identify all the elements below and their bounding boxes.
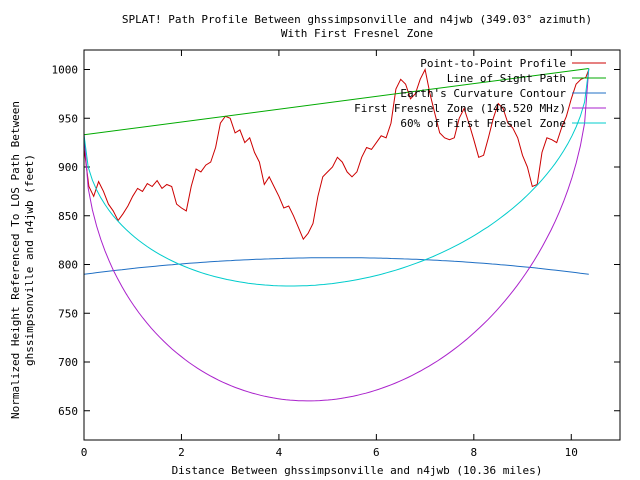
x-tick-label: 2 — [178, 446, 185, 459]
plot-frame — [83, 49, 621, 441]
legend-label-2: Earth's Curvature Contour — [400, 87, 566, 100]
y-tick-label: 800 — [58, 259, 78, 272]
legend-label-0: Point-to-Point Profile — [420, 57, 566, 70]
series-line-4 — [83, 68, 590, 287]
chart-subtitle: With First Fresnel Zone — [281, 27, 433, 40]
chart-title: SPLAT! Path Profile Between ghssimpsonvi… — [122, 13, 592, 26]
series-line-3 — [83, 68, 590, 402]
x-tick-label: 4 — [276, 446, 283, 459]
y-axis-label-line1: Normalized Height Referenced To LOS Path… — [9, 101, 22, 419]
y-tick-label: 900 — [58, 161, 78, 174]
legend-label-3: First Fresnel Zone (146.520 MHz) — [354, 102, 566, 115]
x-tick-label: 8 — [471, 446, 478, 459]
x-tick-label: 10 — [565, 446, 578, 459]
x-tick-label: 6 — [373, 446, 380, 459]
y-axis-label-line2: ghssimpsonville and n4jwb (feet) — [23, 154, 36, 366]
axes-group: 0 2 4 6 8 10 650 700 750 800 850 900 950 1000 — [52, 50, 620, 459]
x-axis-label: Distance Between ghssimpsonville and n4j… — [172, 464, 543, 477]
x-tick-label: 0 — [81, 446, 88, 459]
y-tick-label: 650 — [58, 405, 78, 418]
y-tick-label: 850 — [58, 210, 78, 223]
series-line-1 — [83, 68, 589, 136]
y-tick-label: 950 — [58, 112, 78, 125]
y-tick-label: 700 — [58, 356, 78, 369]
series-group — [83, 67, 590, 402]
legend-label-1: Line of Sight Path — [447, 72, 566, 85]
series-line-0 — [83, 67, 590, 241]
legend-label-4: 60% of First Fresnel Zone — [400, 117, 566, 130]
legend: Point-to-Point Profile Line of Sight Path… — [354, 57, 606, 130]
y-tick-label: 750 — [58, 307, 78, 320]
series-line-2 — [83, 257, 589, 275]
y-tick-label: 1000 — [52, 64, 79, 77]
